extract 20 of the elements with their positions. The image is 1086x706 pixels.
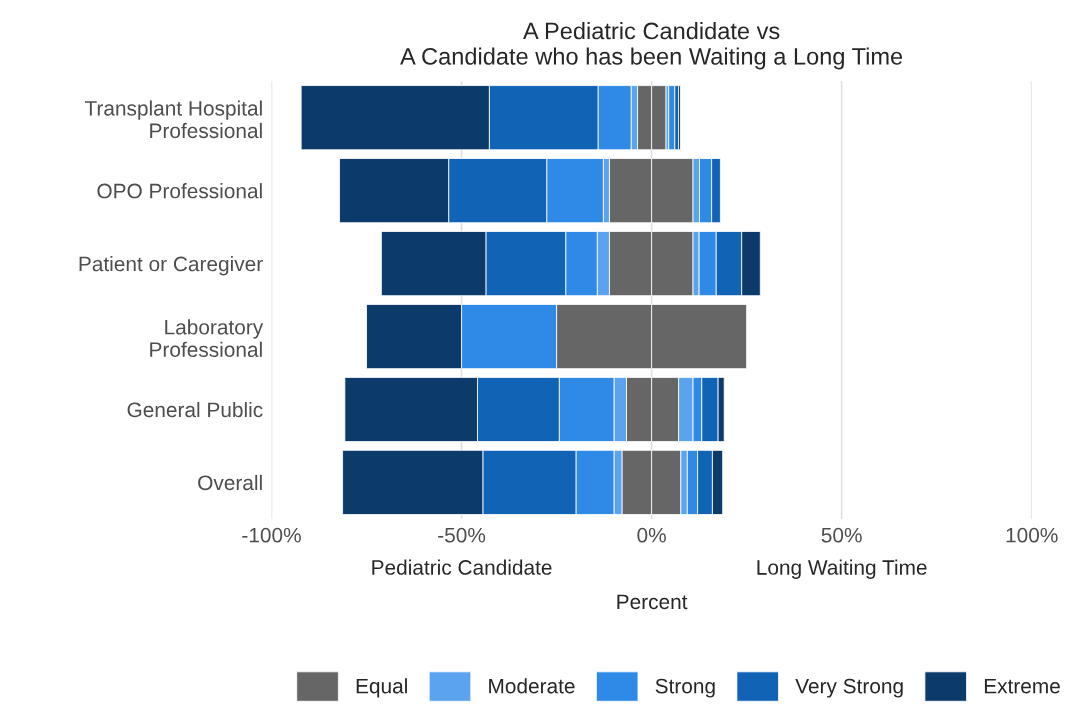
y-tick-label: Patient or Caregiver	[79, 256, 263, 276]
legend-label: Equal	[356, 678, 407, 698]
x-tick-label: 0%	[637, 527, 666, 543]
legend-label: Extreme	[984, 678, 1060, 694]
x-tick-label: -50%	[438, 527, 486, 543]
x-tick-label: -100%	[242, 527, 301, 543]
legend-label: Moderate	[489, 678, 575, 694]
legend-label: Very Strong	[795, 678, 903, 698]
x-axis-title: Percent	[617, 594, 688, 610]
text: Pediatric Candidate	[372, 559, 552, 575]
y-tick-label: General Public	[127, 401, 263, 418]
legend-label: Strong	[655, 678, 715, 698]
x-tick-label: 100%	[1006, 527, 1058, 543]
x-tick-label: 50%	[821, 527, 862, 543]
chart-title: A Pediatric Candidate vs A Candidate who has been Waiting a Long Time	[400, 21, 903, 70]
text: Long Waiting Time	[757, 559, 927, 579]
y-tick-label: OPO Professional	[97, 183, 262, 199]
y-tick-label: Transplant Hospital Professional	[84, 100, 262, 139]
y-tick-label: Overall	[198, 474, 262, 491]
y-tick-label: Laboratory Professional	[150, 319, 264, 358]
